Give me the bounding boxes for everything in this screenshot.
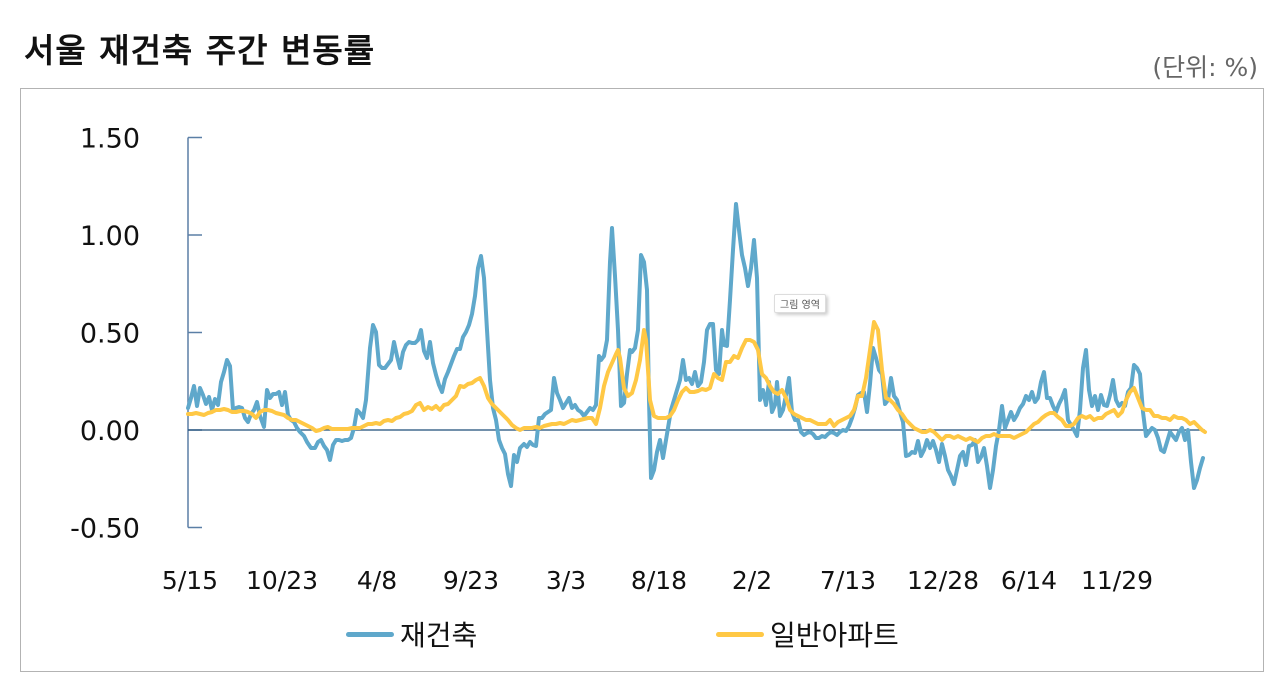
y-tick-label: 0.50 [80,319,140,350]
x-tick-label: 3/3 [546,566,586,595]
y-tick-label: 0.00 [80,416,140,447]
y-tick-label: -0.50 [70,514,140,545]
legend-item-reconstruction[interactable]: 재건축 [346,614,477,654]
series-line [186,202,1205,490]
chart-frame [20,88,1264,672]
x-tick-label: 6/14 [1001,566,1057,595]
x-tick-label: 12/28 [907,566,979,595]
unit-label: (단위: %) [1152,53,1258,82]
legend-line-icon [716,631,764,637]
series-line [186,320,1207,444]
legend-label: 재건축 [400,619,478,652]
x-tick-label: 8/18 [631,566,687,595]
chart-title: 서울 재건축 주간 변동률 [24,31,376,70]
x-tick-label: 11/29 [1081,566,1153,595]
legend-line-icon [346,631,394,637]
x-tick-label: 10/23 [246,566,318,595]
chart-series [186,202,1207,490]
x-tick-label: 4/8 [357,566,397,595]
legend-item-general-apartment[interactable]: 일반아파트 [716,614,899,654]
x-tick-label: 9/23 [443,566,499,595]
x-tick-label: 7/13 [820,566,876,595]
x-tick-label: 2/2 [732,566,772,595]
y-tick-label: 1.00 [80,221,140,252]
y-axis: 1.50 1.00 0.50 0.00 -0.50 [70,124,202,545]
y-tick-label: 1.50 [80,124,140,155]
plot-area-tooltip: 그림 영역 [774,294,826,313]
x-axis: 5/15 10/23 4/8 9/23 3/3 8/18 2/2 7/13 12/28 6/14 1… [162,429,1205,595]
x-tick-label: 5/15 [162,566,218,595]
legend-label: 일반아파트 [770,619,899,652]
